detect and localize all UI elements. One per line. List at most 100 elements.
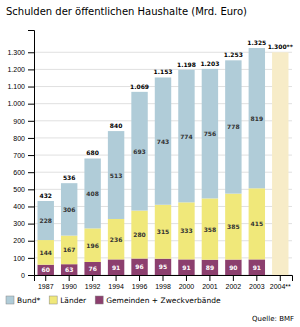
legend-label: Länder <box>60 296 87 305</box>
x-tick-label: 1998 <box>155 283 171 290</box>
x-tick-label: 2000 <box>179 283 195 290</box>
total-label: 1.325 <box>247 39 266 46</box>
data-label: 415 <box>251 220 264 227</box>
bar-segment <box>178 259 194 275</box>
y-tick-mark <box>28 206 34 207</box>
data-label: 778 <box>227 123 240 130</box>
data-label: 513 <box>110 172 123 179</box>
x-tick-mark <box>139 275 140 281</box>
y-tick-mark <box>28 87 34 88</box>
y-axis-line <box>28 31 35 276</box>
x-tick-mark <box>69 275 70 281</box>
x-tick-mark <box>116 275 117 281</box>
y-tick: 800 <box>13 135 34 142</box>
total-label: 1.203 <box>200 60 219 67</box>
data-label: 76 <box>88 265 96 272</box>
bar-segment <box>61 264 77 275</box>
data-label: 167 <box>63 246 76 253</box>
x-axis-line <box>35 276 293 282</box>
x-tick-mark <box>209 275 210 281</box>
bar-segment <box>249 188 265 259</box>
bar-segment <box>84 262 100 275</box>
bar-segment <box>131 211 147 259</box>
data-label: 774 <box>180 133 193 140</box>
y-tick: 500 <box>13 186 34 193</box>
legend-item: Länder <box>49 296 87 305</box>
bar-segment <box>225 194 241 260</box>
data-label: 280 <box>133 231 146 238</box>
plot: 01002003004005006007008009001.0001.1001.… <box>7 31 293 290</box>
title: Schulden der öffentlichen Haushalte (Mrd… <box>6 6 247 17</box>
data-label: 91 <box>182 264 190 271</box>
data-label: 63 <box>65 266 73 273</box>
x-tick-label: 1992 <box>85 283 101 290</box>
y-tick-label: 600 <box>13 169 25 176</box>
bar-segment <box>108 259 124 275</box>
bar-segment <box>61 183 77 235</box>
total-label: 432 <box>39 192 52 199</box>
total-label: 1.069 <box>130 83 149 90</box>
bar-segment <box>108 131 124 219</box>
y-tick: 0 <box>21 272 34 279</box>
data-label: 333 <box>180 227 193 234</box>
bar-segment <box>178 202 194 259</box>
data-label: 756 <box>204 130 217 137</box>
x-tick-label: 1994 <box>108 283 124 290</box>
x-tick-mark <box>45 275 46 281</box>
data-label: 228 <box>39 217 52 224</box>
y-tick-mark <box>28 138 34 139</box>
total-label: 840 <box>110 122 123 129</box>
bar-segment <box>131 259 147 275</box>
data-label: 89 <box>206 264 214 271</box>
legend: Bund* Länder Gemeinden + Zweckverbände <box>6 296 221 305</box>
x-tick-label: 2004** <box>270 283 291 290</box>
data-label: 358 <box>204 226 217 233</box>
y-tick-label: 500 <box>13 186 25 193</box>
bars <box>38 48 289 275</box>
x-tick-label: 2001 <box>202 283 218 290</box>
legend-swatch <box>6 296 14 304</box>
data-label: 96 <box>135 263 143 270</box>
bar-segment <box>38 240 54 265</box>
total-label: 536 <box>63 174 76 181</box>
data-label: 819 <box>251 115 264 122</box>
x-tick-label: 2002 <box>226 283 242 290</box>
y-tick-label: 700 <box>13 152 25 159</box>
x-tick: 1994 <box>108 275 124 290</box>
y-tick: 700 <box>13 152 34 159</box>
data-label: 60 <box>42 266 50 273</box>
bar-segment <box>84 228 100 262</box>
legend-label: Bund* <box>17 296 40 305</box>
y-tick: 1.000 <box>7 100 34 107</box>
total-label: 680 <box>86 149 99 156</box>
x-tick: 2004** <box>270 275 291 290</box>
y-tick-label: 400 <box>13 203 25 210</box>
y-tick-mark <box>28 121 34 122</box>
bar-segment <box>38 201 54 240</box>
x-tick: 1987 <box>38 275 54 290</box>
bar-segment <box>249 259 265 275</box>
x-tick: 1996 <box>132 275 148 290</box>
y-tick-mark <box>28 172 34 173</box>
legend-item: Gemeinden + Zweckverbände <box>95 296 221 305</box>
y-tick-label: 900 <box>13 118 25 125</box>
y-tick: 1.100 <box>7 83 34 90</box>
bar-segment <box>61 236 77 265</box>
x-tick-label: 2003 <box>249 283 265 290</box>
x-tick: 2000 <box>179 275 195 290</box>
y-tick-mark <box>28 69 34 70</box>
data-label: 90 <box>229 264 237 271</box>
y-axis: 01002003004005006007008009001.0001.1001.… <box>7 31 34 279</box>
y-tick: 100 <box>13 255 34 262</box>
legend-swatch <box>95 296 103 304</box>
y-tick-label: 300 <box>13 220 25 227</box>
bar-segment <box>202 69 218 199</box>
bar-segment <box>225 260 241 275</box>
x-axis: 1987199019921994199619982000200120022003… <box>35 275 293 290</box>
y-tick: 1.300 <box>7 49 34 56</box>
y-tick: 1.200 <box>7 66 34 73</box>
bar-segment <box>84 158 100 228</box>
annotation: Quelle: BMF <box>252 315 294 323</box>
total-label: 1.153 <box>154 68 173 75</box>
x-tick: 1998 <box>155 275 171 290</box>
